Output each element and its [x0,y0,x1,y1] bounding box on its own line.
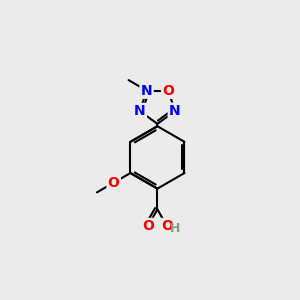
Text: N: N [169,104,181,118]
Text: O: O [162,83,174,98]
Text: O: O [142,219,154,233]
Text: O: O [108,176,120,190]
Text: H: H [170,222,181,235]
Text: N: N [134,104,146,118]
Text: N: N [141,83,152,98]
Text: O: O [162,83,174,98]
Text: N: N [169,104,181,118]
Text: O: O [161,219,173,233]
